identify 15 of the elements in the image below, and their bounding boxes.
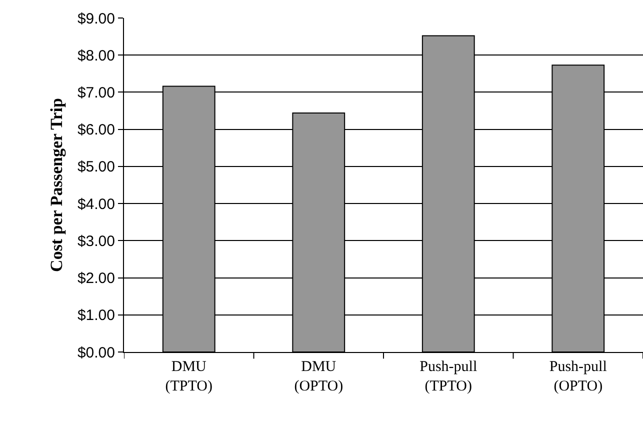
x-tick-label: Push-pull (TPTO) — [420, 359, 478, 394]
y-tick-label: $3.00 — [77, 232, 115, 250]
y-tick-label: $9.00 — [77, 10, 115, 28]
x-tick-label: Push-pull (OPTO) — [549, 359, 607, 394]
x-tick-label: DMU (TPTO) — [165, 359, 212, 394]
y-axis-title: Cost per Passenger Trip — [47, 98, 66, 272]
y-tick-label: $5.00 — [77, 158, 115, 176]
y-tick-label: $1.00 — [77, 307, 115, 324]
y-tick-label: $2.00 — [77, 270, 115, 288]
y-tick-label: $6.00 — [77, 122, 115, 139]
y-tick-label: $7.00 — [77, 84, 115, 102]
x-tick-label: DMU (OPTO) — [294, 359, 344, 394]
y-tick-label: $4.00 — [77, 196, 115, 213]
y-tick-label: $8.00 — [77, 47, 115, 64]
y-tick-label: $0.00 — [77, 344, 115, 362]
